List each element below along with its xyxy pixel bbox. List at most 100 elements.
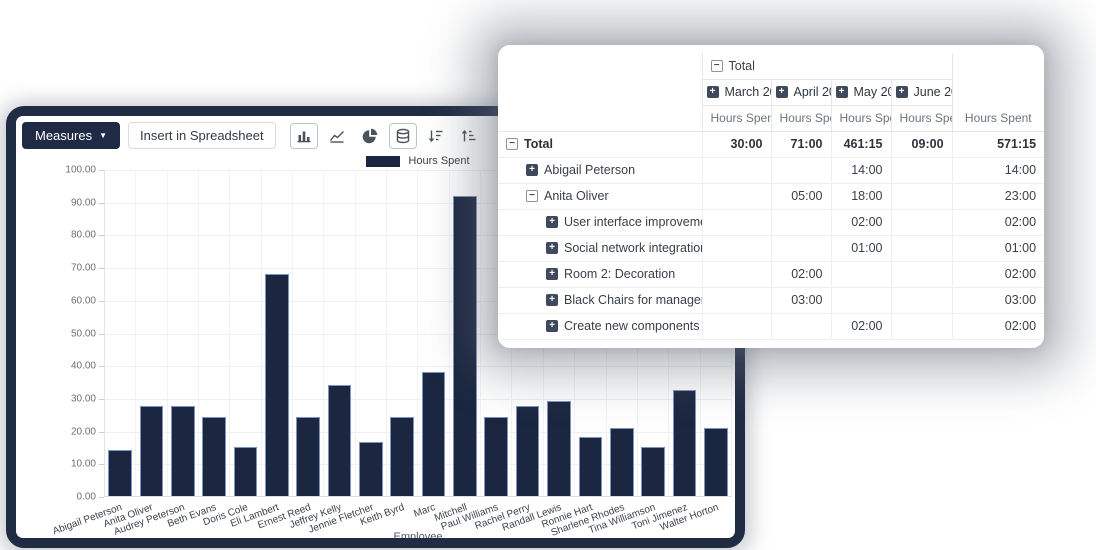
insert-in-spreadsheet-button[interactable]: Insert in Spreadsheet xyxy=(128,122,276,149)
plus-square-icon[interactable]: + xyxy=(706,86,719,98)
gridline xyxy=(105,170,732,171)
pivot-col-header-march-2023[interactable]: + March 2023 xyxy=(701,79,772,106)
bar-sharlene-rhodes[interactable] xyxy=(609,427,634,496)
bar-marc[interactable] xyxy=(421,372,446,496)
bar-slot xyxy=(387,170,419,496)
pivot-value-cell xyxy=(890,235,953,262)
pivot-row-header-create-new-components[interactable]: + Create new components xyxy=(498,313,702,340)
bar-keith-byrd[interactable] xyxy=(390,416,415,496)
line-chart-icon[interactable] xyxy=(323,123,351,149)
y-tick-mark xyxy=(99,398,104,400)
measures-button[interactable]: Measures ▼ xyxy=(22,122,120,149)
bar-slot xyxy=(450,170,482,496)
y-tick-label: 90.00 xyxy=(70,197,96,209)
bar-audrey-peterson[interactable] xyxy=(171,406,195,496)
graph-toolbar: Measures ▼ Insert in Spreadsheet xyxy=(16,116,735,150)
pivot-value-cell xyxy=(890,261,953,288)
pivot-col-root-header[interactable]: − Total xyxy=(701,53,953,80)
pivot-measure-header[interactable]: Hours Spent xyxy=(770,105,831,132)
pivot-row-header-black-chairs-for-managers[interactable]: + Black Chairs for managers xyxy=(498,287,702,314)
table-row: − Total 30:00 71:00 461:15 09:00 571:15 xyxy=(498,131,1045,158)
pie-chart-icon[interactable] xyxy=(356,123,384,149)
pivot-col-header-june-2023[interactable]: + June 2023 xyxy=(890,79,953,106)
bar-jeffrey-kelly[interactable] xyxy=(327,385,352,496)
pivot-value-cell xyxy=(830,261,891,288)
plus-square-icon[interactable]: + xyxy=(895,86,908,98)
y-tick-mark xyxy=(99,202,104,204)
pivot-col-header-may-2023[interactable]: + May 2023 xyxy=(830,79,892,106)
plus-square-icon[interactable]: + xyxy=(775,86,788,98)
stacked-icon[interactable] xyxy=(388,122,417,149)
bar-tina-williamson[interactable] xyxy=(641,447,665,496)
pivot-row-label: Total xyxy=(524,137,553,151)
y-tick-mark xyxy=(99,300,104,302)
pivot-measure-header[interactable]: Hours Spent xyxy=(890,105,953,132)
pivot-value-cell: 23:00 xyxy=(951,183,1045,210)
plus-square-icon[interactable]: + xyxy=(546,242,558,254)
pivot-row-header-social-network-integration[interactable]: + Social network integration xyxy=(498,235,702,262)
plus-square-icon[interactable]: + xyxy=(546,294,558,306)
y-tick-mark xyxy=(99,497,104,498)
chart-legend[interactable]: Hours Spent xyxy=(104,155,732,167)
bar-abigail-peterson[interactable] xyxy=(108,450,132,496)
pivot-value-cell: 05:00 xyxy=(770,183,831,210)
table-row: + Abigail Peterson 14:00 14:00 xyxy=(498,157,1045,184)
bar-beth-evans[interactable] xyxy=(202,416,227,496)
pivot-value-cell xyxy=(701,157,771,184)
plus-square-icon[interactable]: + xyxy=(546,320,558,332)
table-row: + Room 2: Decoration 02:00 02:00 xyxy=(498,261,1045,288)
pivot-measure-header[interactable]: Hours Spent xyxy=(951,105,1045,132)
pivot-col-header-label: March 2023 xyxy=(724,85,771,99)
bar-walter-horton[interactable] xyxy=(703,427,728,496)
bar-anita-oliver[interactable] xyxy=(139,406,164,496)
sort-asc-icon[interactable] xyxy=(455,123,483,149)
bar-eli-lambert[interactable] xyxy=(265,274,289,496)
bar-ronnie-hart[interactable] xyxy=(578,437,603,496)
minus-square-icon[interactable]: − xyxy=(710,59,723,72)
plus-square-icon[interactable]: + xyxy=(546,268,558,280)
pivot-value-cell: 18:00 xyxy=(830,183,891,210)
pivot-measure-header[interactable]: Hours Spent xyxy=(830,105,891,132)
plus-square-icon[interactable]: + xyxy=(546,216,558,228)
bar-randall-lewis[interactable] xyxy=(547,401,571,496)
minus-square-icon[interactable]: − xyxy=(526,190,538,202)
bar-paul-williams[interactable] xyxy=(484,416,509,496)
gridline xyxy=(105,202,732,204)
y-tick-mark xyxy=(99,235,104,237)
pivot-value-cell xyxy=(770,313,831,340)
pivot-col-header-april-2023[interactable]: + April 2023 xyxy=(770,79,832,106)
sort-desc-icon[interactable] xyxy=(422,123,450,149)
bar-chart-icon[interactable] xyxy=(289,122,318,149)
y-tick-label: 20.00 xyxy=(70,426,96,438)
minus-square-icon[interactable]: − xyxy=(506,138,518,150)
pivot-value-cell: 01:00 xyxy=(951,235,1045,262)
bar-slot xyxy=(105,170,137,496)
bar-doris-cole[interactable] xyxy=(233,447,258,496)
plus-square-icon[interactable]: + xyxy=(526,164,538,176)
pivot-measure-header[interactable]: Hours Spent xyxy=(701,105,771,132)
y-tick-label: 70.00 xyxy=(70,262,96,274)
bar-ernest-reed[interactable] xyxy=(296,416,321,496)
gridline xyxy=(105,333,732,335)
bar-jennie-fletcher[interactable] xyxy=(359,442,383,496)
pivot-row-header-abigail-peterson[interactable]: + Abigail Peterson xyxy=(498,157,702,184)
pivot-value-cell: 02:00 xyxy=(830,209,891,236)
bar-rachel-perry[interactable] xyxy=(515,406,540,496)
y-tick-label: 0.00 xyxy=(76,491,96,503)
gridline xyxy=(105,398,732,400)
y-tick-label: 60.00 xyxy=(70,295,96,307)
y-axis-labels: 0.00 10.00 20.00 30.00 40.00 50.00 60.00 70.00 8… xyxy=(16,165,96,503)
pivot-row-header-anita-oliver[interactable]: − Anita Oliver xyxy=(498,183,702,210)
measures-button-label: Measures xyxy=(35,128,93,143)
pivot-value-cell xyxy=(890,183,953,210)
pivot-col-root-label: Total xyxy=(728,58,755,73)
gridline xyxy=(105,464,732,466)
pivot-row-header-user-interface-improvements[interactable]: + User interface improvements xyxy=(498,209,702,236)
pivot-row-header-room-2-decoration[interactable]: + Room 2: Decoration xyxy=(498,261,702,288)
bar-toni-jimenez[interactable] xyxy=(672,390,697,496)
pivot-row-header-total[interactable]: − Total xyxy=(498,131,702,158)
plus-square-icon[interactable]: + xyxy=(835,86,848,98)
pivot-value-cell xyxy=(890,157,953,184)
table-row: + Create new components 02:00 02:00 xyxy=(498,313,1045,340)
bar-mitchell[interactable] xyxy=(453,196,477,496)
